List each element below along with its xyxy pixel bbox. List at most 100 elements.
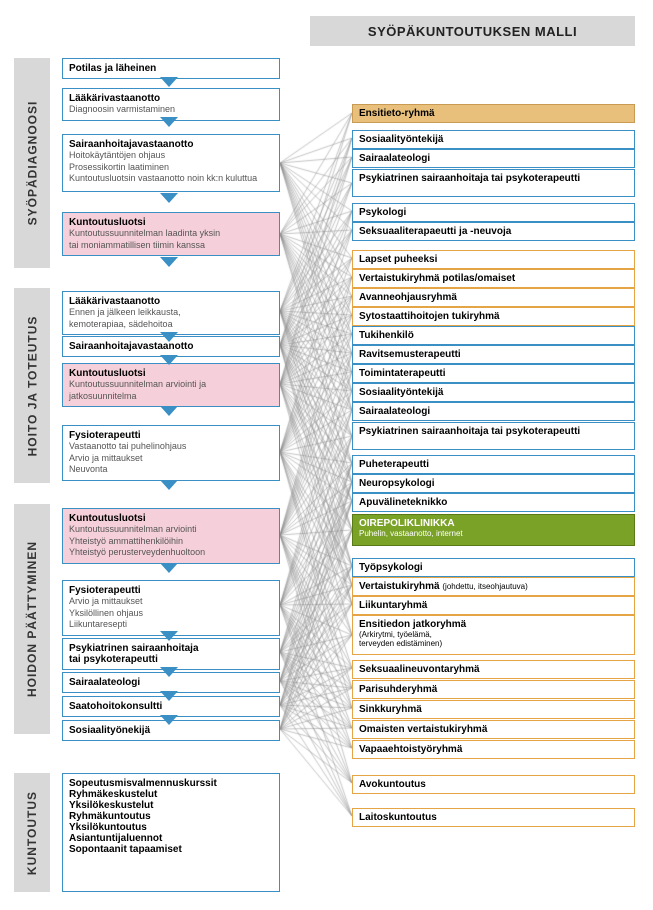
rbox-title: Psykiatrinen sairaanhoitaja tai psykoter… (359, 173, 628, 184)
right-box: Tukihenkilö (352, 326, 635, 345)
left-box: KuntoutusluotsiKuntoutussuunnitelman arv… (62, 508, 280, 564)
arrow-down-icon (160, 77, 178, 87)
right-box: Liikuntaryhmä (352, 596, 635, 615)
phase-label: HOITO JA TOTEUTUS (14, 288, 50, 483)
arrow-down-icon (160, 117, 178, 127)
right-box: Vertaistukiryhmä (johdettu, itseohjautuv… (352, 577, 635, 596)
rbox-title: Avanneohjausryhmä (359, 292, 628, 303)
left-box: Potilas ja läheinen (62, 58, 280, 79)
phase-label: SYÖPÄDIAGNOOSI (14, 58, 50, 268)
left-box: SairaanhoitajavastaanottoHoitokäytäntöje… (62, 134, 280, 192)
box-title: Saatohoitokonsultti (69, 701, 273, 712)
rbox-title: Psykiatrinen sairaanhoitaja tai psykoter… (359, 426, 628, 437)
rbox-title: Toimintaterapeutti (359, 368, 628, 379)
left-box: FysioterapeuttiVastaanotto tai puhelinoh… (62, 425, 280, 481)
rbox-sub: (Arkirytmi, työelämä,terveyden edistämin… (359, 630, 628, 648)
rbox-title: Ensitiedon jatkoryhmä (359, 619, 628, 630)
arrow-down-icon (160, 406, 178, 416)
arrow-down-icon (160, 257, 178, 267)
phase-text: SYÖPÄDIAGNOOSI (25, 101, 39, 226)
box-title: Fysioterapeutti (69, 430, 273, 441)
box-title: Sosiaalityönekijä (69, 725, 273, 736)
rbox-title: OIREPOLIKLINIKKA (359, 518, 628, 529)
rbox-title: Seksuaaliterapaeutti ja -neuvoja (359, 226, 628, 237)
rbox-title: Lapset puheeksi (359, 254, 628, 265)
box-sub: Arvio ja mittauksetYksilöllinen ohjausLi… (69, 596, 273, 631)
left-box: KuntoutusluotsiKuntoutussuunnitelman arv… (62, 363, 280, 407)
box-title: Kuntoutusluotsi (69, 217, 273, 228)
rbox-title: Työpsykologi (359, 562, 628, 573)
rbox-title: Vapaaehtoistyöryhmä (359, 744, 628, 755)
rbox-title: Vertaistukiryhmä potilas/omaiset (359, 273, 628, 284)
right-box: OIREPOLIKLINIKKAPuhelin, vastaanotto, in… (352, 514, 635, 546)
right-box: Sosiaalityöntekijä (352, 130, 635, 149)
right-box: Avokuntoutus (352, 775, 635, 794)
right-box: Psykologi (352, 203, 635, 222)
arrow-down-icon (160, 715, 178, 725)
arrow-down-icon (160, 691, 178, 701)
rbox-title: Ravitsemusterapeutti (359, 349, 628, 360)
right-box: Laitoskuntoutus (352, 808, 635, 827)
arrow-down-icon (160, 631, 178, 641)
box-title: Sairaalateologi (69, 677, 273, 688)
rbox-title: Sosiaalityöntekijä (359, 387, 628, 398)
right-box: Sosiaalityöntekijä (352, 383, 635, 402)
phase-text: HOIDON PÄÄTTYMINEN (25, 541, 39, 697)
box-sub: Hoitokäytäntöjen ohjausProsessikortin la… (69, 150, 273, 185)
right-box: Ravitsemusterapeutti (352, 345, 635, 364)
arrow-down-icon (160, 667, 178, 677)
box-sub: Kuntoutussuunnitelman arviointi jajatkos… (69, 379, 273, 402)
rbox-title: Seksuaalineuvontaryhmä (359, 664, 628, 675)
rbox-title: Apuvälineteknikko (359, 497, 628, 508)
left-box: KuntoutusluotsiKuntoutussuunnitelman laa… (62, 212, 280, 256)
right-box: Psykiatrinen sairaanhoitaja tai psykoter… (352, 422, 635, 450)
box-title: Sairaanhoitajavastaanotto (69, 139, 273, 150)
arrow-down-icon (160, 193, 178, 203)
box-sub: Vastaanotto tai puhelinohjausArvio ja mi… (69, 441, 273, 476)
box-title: Lääkärivastaanotto (69, 296, 273, 307)
rbox-title: Omaisten vertaistukiryhmä (359, 724, 628, 735)
right-box: Työpsykologi (352, 558, 635, 577)
rbox-title: Parisuhderyhmä (359, 684, 628, 695)
rbox-title: Sairaalateologi (359, 153, 628, 164)
rbox-title: Sinkkuryhmä (359, 704, 628, 715)
title-bar: SYÖPÄKUNTOUTUKSEN MALLI (310, 16, 635, 46)
rbox-title: Laitoskuntoutus (359, 812, 628, 823)
arrow-down-icon (160, 332, 178, 342)
box-sub: Kuntoutussuunnitelman laadinta yksintai … (69, 228, 273, 251)
box-title: Kuntoutusluotsi (69, 368, 273, 379)
rbox-title: Tukihenkilö (359, 330, 628, 341)
rbox-title: Sairaalateologi (359, 406, 628, 417)
box-title: Kuntoutusluotsi (69, 513, 273, 524)
rbox-title: Neuropsykologi (359, 478, 628, 489)
right-box: Sytostaattihoitojen tukiryhmä (352, 307, 635, 326)
right-box: Puheterapeutti (352, 455, 635, 474)
box-sub: Diagnoosin varmistaminen (69, 104, 273, 116)
box-title: Psykiatrinen sairaanhoitajatai psykotera… (69, 643, 273, 665)
box-sub: Kuntoutussuunnitelman arviointiYhteistyö… (69, 524, 273, 559)
left-box: Psykiatrinen sairaanhoitajatai psykotera… (62, 638, 280, 670)
right-box: Ensitiedon jatkoryhmä(Arkirytmi, työeläm… (352, 615, 635, 655)
right-box: Sairaalateologi (352, 149, 635, 168)
phase-text: HOITO JA TOTEUTUS (25, 315, 39, 456)
right-box: Vapaaehtoistyöryhmä (352, 740, 635, 759)
rbox-title: Puheterapeutti (359, 459, 628, 470)
right-box: Vertaistukiryhmä potilas/omaiset (352, 269, 635, 288)
rbox-title: Sosiaalityöntekijä (359, 134, 628, 145)
right-box: Sinkkuryhmä (352, 700, 635, 719)
box-sub: Ennen ja jälkeen leikkausta,kemoterapiaa… (69, 307, 273, 330)
right-box: Avanneohjausryhmä (352, 288, 635, 307)
box-title: Potilas ja läheinen (69, 63, 273, 74)
box-title: Lääkärivastaanotto (69, 93, 273, 104)
arrow-down-icon (160, 480, 178, 490)
phase-label: KUNTOUTUS (14, 773, 50, 892)
right-box: Seksuaaliterapaeutti ja -neuvoja (352, 222, 635, 241)
rbox-title: Psykologi (359, 207, 628, 218)
right-box: Sairaalateologi (352, 402, 635, 421)
box-title: Fysioterapeutti (69, 585, 273, 596)
title: SYÖPÄKUNTOUTUKSEN MALLI (368, 24, 577, 39)
right-box: Lapset puheeksi (352, 250, 635, 269)
rbox-title: Ensitieto-ryhmä (359, 108, 628, 119)
rbox-title: Liikuntaryhmä (359, 600, 628, 611)
right-box: Neuropsykologi (352, 474, 635, 493)
